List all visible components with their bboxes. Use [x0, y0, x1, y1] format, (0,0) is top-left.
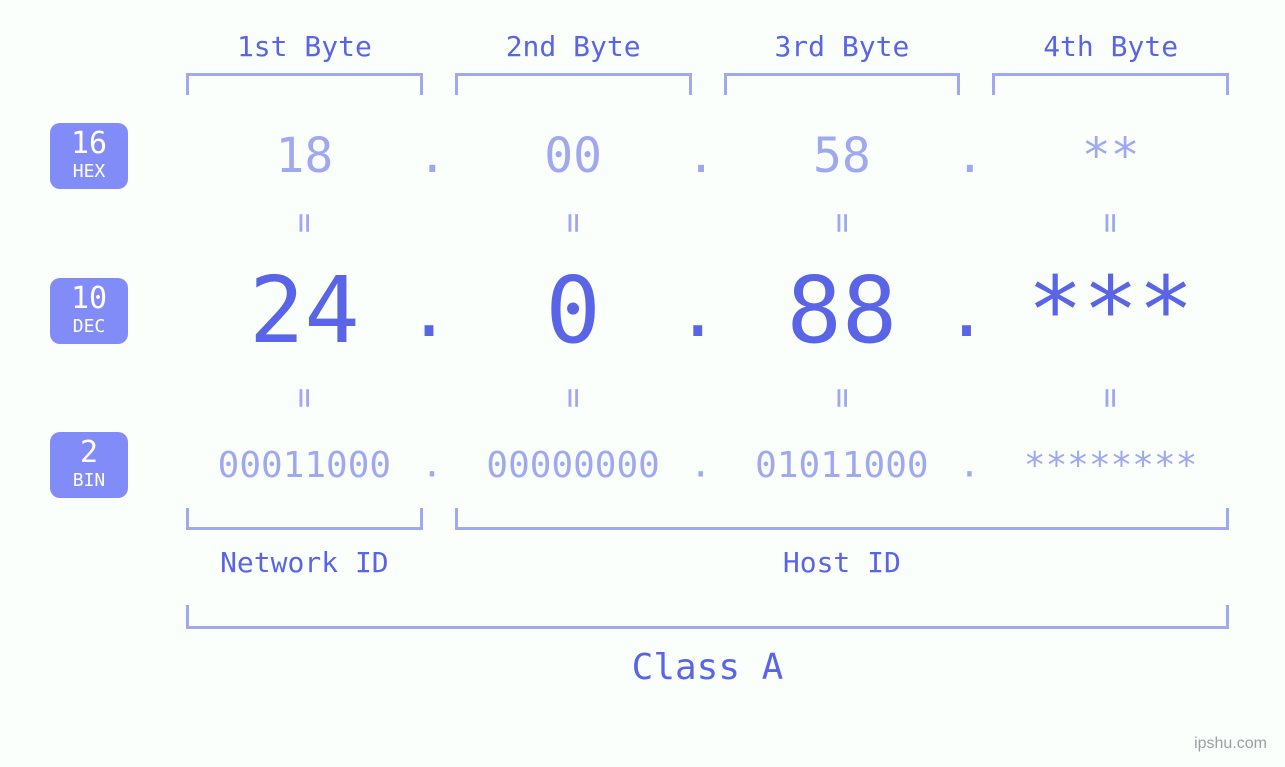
- byte-header-3: 3rd Byte: [708, 20, 977, 63]
- eq-2: =: [439, 189, 708, 257]
- byte-header-1: 1st Byte: [170, 20, 439, 63]
- eq-7: =: [708, 364, 977, 432]
- hex-badge: 16 HEX: [40, 123, 170, 189]
- eq-6: =: [439, 364, 708, 432]
- hex-base: 16: [50, 129, 128, 159]
- bin-byte-2-cell: 00000000 .: [439, 445, 708, 486]
- bin-base: 2: [50, 438, 128, 468]
- bin-byte-4: ********: [1024, 445, 1197, 486]
- network-id-label: Network ID: [170, 546, 439, 579]
- bin-byte-3: 01011000: [755, 445, 928, 486]
- ip-diagram: 1st Byte 2nd Byte 3rd Byte 4th Byte 16 H…: [0, 0, 1285, 767]
- byte-header-4: 4th Byte: [976, 20, 1245, 63]
- bin-byte-4-cell: ********: [976, 445, 1245, 486]
- eq-3: =: [708, 189, 977, 257]
- bin-byte-3-cell: 01011000 .: [708, 445, 977, 486]
- class-bracket: [170, 579, 1245, 637]
- bin-badge: 2 BIN: [40, 432, 170, 498]
- bin-byte-2: 00000000: [486, 445, 659, 486]
- dec-badge: 10 DEC: [40, 278, 170, 344]
- bin-label: BIN: [50, 472, 128, 490]
- class-label: Class A: [170, 647, 1245, 688]
- dec-label: DEC: [50, 318, 128, 336]
- eq-1: =: [170, 189, 439, 257]
- host-id-label: Host ID: [439, 546, 1245, 579]
- bin-byte-1-cell: 00011000 .: [170, 445, 439, 486]
- bin-byte-1: 00011000: [218, 445, 391, 486]
- eq-4: =: [976, 189, 1245, 257]
- byte-header-2: 2nd Byte: [439, 20, 708, 63]
- eq-5: =: [170, 364, 439, 432]
- dec-base: 10: [50, 284, 128, 314]
- credit-text: ipshu.com: [1194, 735, 1267, 753]
- hex-label: HEX: [50, 163, 128, 181]
- eq-8: =: [976, 364, 1245, 432]
